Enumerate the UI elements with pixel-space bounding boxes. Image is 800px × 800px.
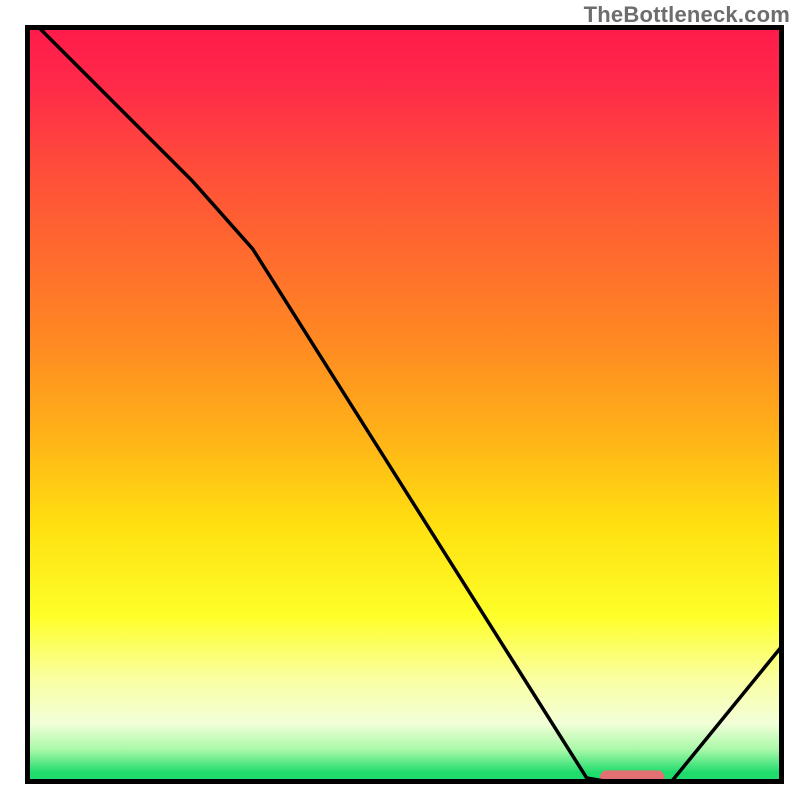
chart-svg [0,0,800,800]
marker [600,770,665,787]
chart-root: TheBottleneck.com [0,0,800,800]
gradient-background [25,25,784,784]
